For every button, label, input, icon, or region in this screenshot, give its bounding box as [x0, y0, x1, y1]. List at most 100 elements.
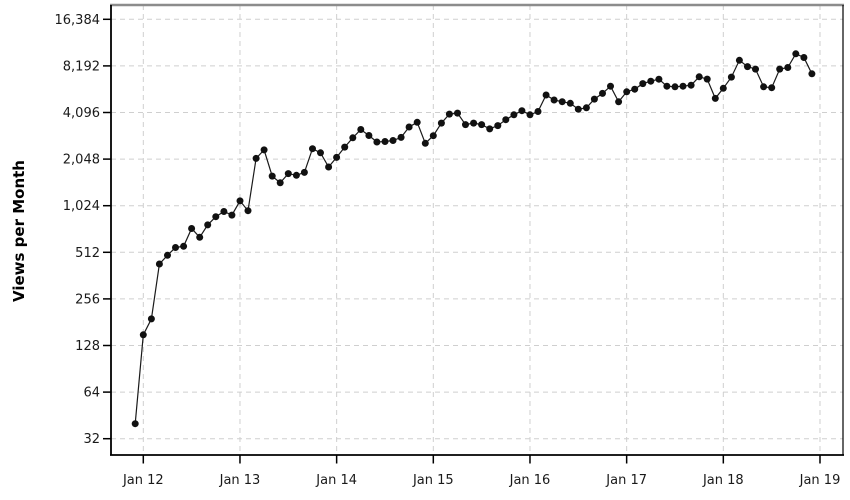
data-point: [679, 82, 687, 90]
data-point: [703, 75, 711, 83]
data-point: [357, 126, 365, 133]
data-point: [413, 118, 421, 126]
data-point: [389, 137, 397, 144]
data-point: [309, 145, 316, 153]
data-point: [478, 121, 486, 129]
data-point: [349, 134, 357, 142]
x-tick-label: Jan 19: [799, 473, 841, 488]
y-tick-label: 16,384: [55, 13, 101, 28]
data-point: [437, 119, 445, 127]
data-point: [341, 143, 349, 151]
x-tick-label: Jan 17: [605, 473, 647, 488]
data-point: [687, 81, 695, 89]
data-point: [236, 197, 244, 205]
data-point: [147, 315, 155, 323]
data-point: [325, 163, 333, 171]
series-line: [134, 53, 813, 424]
data-point: [518, 107, 526, 115]
data-point: [365, 132, 373, 139]
data-point: [429, 132, 437, 140]
x-tick-label: Jan 16: [509, 473, 551, 488]
data-point: [139, 331, 147, 339]
data-point: [172, 244, 179, 251]
data-point: [276, 179, 284, 187]
data-point: [631, 85, 639, 93]
x-tick-label: Jan 18: [702, 473, 744, 488]
y-axis-title: Views per Month: [10, 160, 28, 302]
y-tick-label: 1,024: [63, 199, 100, 214]
data-point: [220, 208, 228, 215]
data-point: [695, 73, 703, 81]
y-tick-label: 8,192: [63, 59, 100, 74]
data-point: [196, 233, 204, 241]
data-point: [445, 110, 453, 118]
data-point: [421, 139, 429, 147]
data-point: [534, 108, 542, 115]
data-point: [204, 221, 212, 229]
data-point: [284, 170, 292, 178]
data-point: [574, 105, 582, 113]
x-tick-label: Jan 14: [315, 473, 357, 488]
data-point: [784, 64, 792, 71]
data-point: [639, 80, 647, 88]
data-point: [462, 121, 469, 129]
data-point: [268, 172, 276, 180]
data-point: [607, 82, 614, 90]
data-point: [647, 77, 655, 85]
data-point: [735, 56, 743, 64]
data-point: [244, 207, 252, 215]
data-point: [655, 75, 663, 83]
data-point: [212, 213, 220, 221]
data-point: [373, 138, 381, 146]
data-point: [599, 89, 606, 97]
data-point: [550, 96, 558, 104]
data-point: [300, 168, 308, 176]
data-point: [744, 63, 751, 71]
y-tick-label: 512: [75, 246, 100, 261]
data-point: [623, 88, 631, 96]
y-tick-label: 2,048: [63, 153, 100, 168]
data-point: [486, 125, 494, 133]
data-point: [454, 109, 461, 117]
data-point: [582, 104, 590, 112]
y-tick-label: 64: [83, 386, 100, 401]
data-point: [510, 111, 518, 119]
data-point: [155, 260, 163, 268]
data-point: [494, 122, 502, 130]
data-point: [792, 50, 800, 58]
data-point: [566, 99, 574, 107]
data-point: [663, 82, 671, 90]
data-point: [405, 123, 413, 131]
data-point: [671, 83, 679, 91]
data-point: [800, 54, 808, 61]
data-point: [164, 251, 171, 259]
data-point: [542, 91, 550, 99]
data-point: [808, 70, 816, 78]
data-point: [470, 119, 478, 127]
data-point: [752, 65, 759, 73]
y-tick-label: 256: [75, 292, 100, 307]
data-point: [381, 138, 389, 145]
data-point: [317, 149, 324, 157]
data-point: [397, 133, 405, 141]
data-point: [333, 153, 341, 161]
data-point: [590, 95, 598, 103]
data-point: [228, 211, 236, 219]
y-tick-label: 32: [83, 432, 100, 447]
data-point: [180, 242, 188, 250]
data-point: [768, 84, 776, 92]
data-point: [526, 111, 534, 119]
data-point: [558, 98, 566, 106]
data-point: [776, 65, 784, 73]
data-point: [615, 98, 623, 106]
y-tick-label: 128: [75, 339, 100, 354]
data-point: [260, 146, 268, 154]
x-tick-label: Jan 12: [122, 473, 164, 488]
data-point: [131, 420, 139, 428]
data-point: [188, 225, 196, 232]
data-point: [760, 83, 768, 91]
data-point: [711, 94, 719, 102]
x-tick-label: Jan 13: [219, 473, 261, 488]
